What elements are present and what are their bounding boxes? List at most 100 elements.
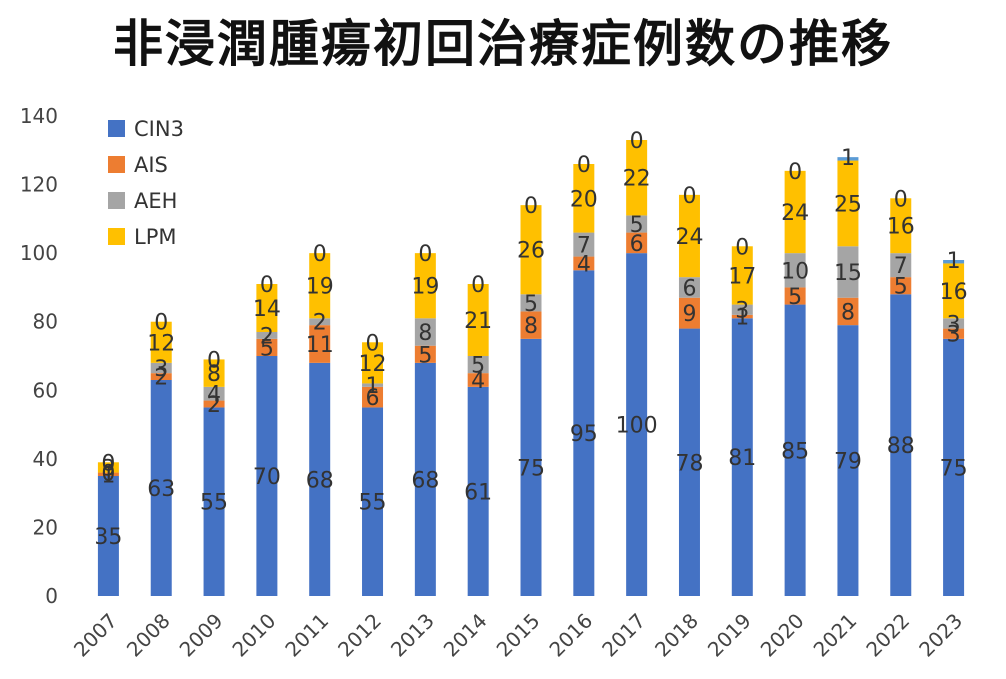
data-label-top: 0	[154, 311, 168, 336]
bar-segment-lpm-2013	[414, 253, 436, 319]
data-label-top: 0	[207, 348, 221, 373]
bar-segment-lpm-2015	[520, 205, 542, 295]
legend-swatch-lpm	[108, 228, 125, 245]
x-tick-label: 2019	[703, 609, 756, 662]
data-label-cin3: 61	[464, 480, 492, 505]
legend-label-cin3: CIN3	[134, 117, 184, 141]
x-tick-label: 2017	[597, 609, 650, 662]
data-label-aeh: 4	[207, 383, 221, 408]
data-label-top: 1	[841, 146, 855, 171]
data-label-cin3: 55	[359, 491, 387, 516]
bar-segment-cin3-2019	[731, 318, 753, 596]
bar-segment-lpm-2023	[943, 263, 965, 319]
data-label-aeh: 3	[735, 299, 749, 324]
x-tick-label: 2009	[175, 609, 228, 662]
data-label-top: 0	[524, 194, 538, 219]
data-label-ais: 2	[207, 393, 221, 418]
data-label-lpm: 19	[306, 275, 334, 300]
x-tick-label: 2012	[333, 609, 386, 662]
data-label-aeh: 7	[577, 234, 591, 259]
bar-segment-lpm-2017	[626, 140, 648, 216]
x-tick-label: 2014	[439, 609, 492, 662]
bar-segment-aeh-2016	[573, 232, 595, 257]
bar-segment-ais-2022	[890, 277, 912, 295]
bar-segment-aeh-2018	[678, 277, 700, 298]
data-label-lpm: 24	[781, 201, 809, 226]
data-label-cin3: 95	[570, 422, 598, 447]
data-label-cin3: 75	[517, 456, 545, 481]
data-label-cin3: 55	[200, 491, 228, 516]
x-tick-label: 2015	[492, 609, 545, 662]
data-label-lpm: 16	[940, 280, 968, 305]
data-label-cin3: 88	[887, 434, 915, 459]
data-label-lpm: 26	[517, 239, 545, 264]
data-label-cin3: 81	[728, 446, 756, 471]
x-tick-label: 2021	[809, 609, 862, 662]
data-label-top: 0	[418, 242, 432, 267]
y-tick-label: 20	[33, 515, 58, 539]
bar-segment-aeh-2023	[943, 318, 965, 329]
bar-segment-ais-2010	[256, 338, 278, 356]
data-label-aeh: 2	[313, 311, 327, 336]
bar-segment-aeh-2022	[890, 253, 912, 278]
x-tick-label: 2013	[386, 609, 439, 662]
data-label-lpm: 14	[253, 297, 281, 322]
legend-label-lpm: LPM	[134, 225, 176, 249]
data-label-cin3: 79	[834, 450, 862, 475]
bar-segment-lpm-2020	[784, 170, 806, 254]
data-label-top: 0	[313, 242, 327, 267]
y-tick-label: 100	[20, 241, 58, 265]
legend: CIN3 AIS AEH LPM	[108, 117, 184, 249]
bar-segment-ais-2023	[943, 328, 965, 339]
data-label-lpm: 17	[728, 264, 756, 289]
bar-segment-aeh-2011	[309, 318, 331, 326]
data-label-aeh: 6	[682, 276, 696, 301]
x-tick-label: 2016	[544, 609, 597, 662]
data-label-cin3: 63	[147, 477, 175, 502]
bar-segment-cin3-2009	[203, 407, 225, 596]
legend-label-aeh: AEH	[134, 189, 177, 213]
data-label-top: 1	[947, 249, 961, 274]
data-label-aeh: 5	[524, 292, 538, 317]
bar-segment-lpm-2010	[256, 284, 278, 332]
x-tick-label: 2020	[756, 609, 809, 662]
data-label-ais: 9	[682, 302, 696, 327]
data-label-aeh: 5	[471, 354, 485, 379]
bar-segment-lpm-2019	[731, 246, 753, 305]
bar-segment-ais-2007	[97, 472, 119, 476]
data-label-top: 0	[366, 331, 380, 356]
data-label-ais: 5	[260, 336, 274, 361]
bar-segment-ais-2008	[150, 373, 172, 380]
data-label-lpm: 22	[623, 167, 651, 192]
data-label-top: 0	[101, 451, 115, 476]
data-label-lpm: 20	[570, 187, 598, 212]
x-tick-label: 2023	[914, 609, 967, 662]
data-label-top: 0	[894, 187, 908, 212]
bar-segment-ais-2016	[573, 256, 595, 271]
bar-segment-cin3-2020	[784, 304, 806, 596]
data-label-lpm: 25	[834, 192, 862, 217]
bar-segment-aeh-2014	[467, 356, 489, 374]
bar-segment-cin3-2011	[309, 362, 331, 596]
x-tick-label: 2018	[650, 609, 703, 662]
bar-segment-cin3-2018	[678, 328, 700, 596]
bar-segment-aeh-2019	[731, 304, 753, 315]
data-label-cin3: 75	[940, 456, 968, 481]
data-label-ais: 1	[735, 306, 749, 331]
data-label-lpm: 21	[464, 309, 492, 334]
bar-segment-ais-2018	[678, 297, 700, 329]
bar-segment-other-2021	[837, 157, 859, 161]
bar-segment-ais-2017	[626, 232, 648, 254]
bar-segment-ais-2021	[837, 297, 859, 326]
legend-label-ais: AIS	[134, 153, 168, 177]
bar-segment-lpm-2007	[97, 462, 119, 473]
bar-segment-other-2023	[943, 260, 965, 264]
bar-segment-aeh-2021	[837, 246, 859, 298]
data-label-aeh: 5	[630, 213, 644, 238]
bar-segment-aeh-2008	[150, 362, 172, 374]
bar-segment-cin3-2014	[467, 386, 489, 596]
bar-segment-cin3-2007	[97, 476, 119, 596]
data-label-top: 0	[260, 273, 274, 298]
bar-segment-cin3-2023	[943, 338, 965, 596]
